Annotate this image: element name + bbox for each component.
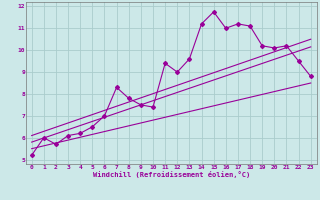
X-axis label: Windchill (Refroidissement éolien,°C): Windchill (Refroidissement éolien,°C) <box>92 171 250 178</box>
